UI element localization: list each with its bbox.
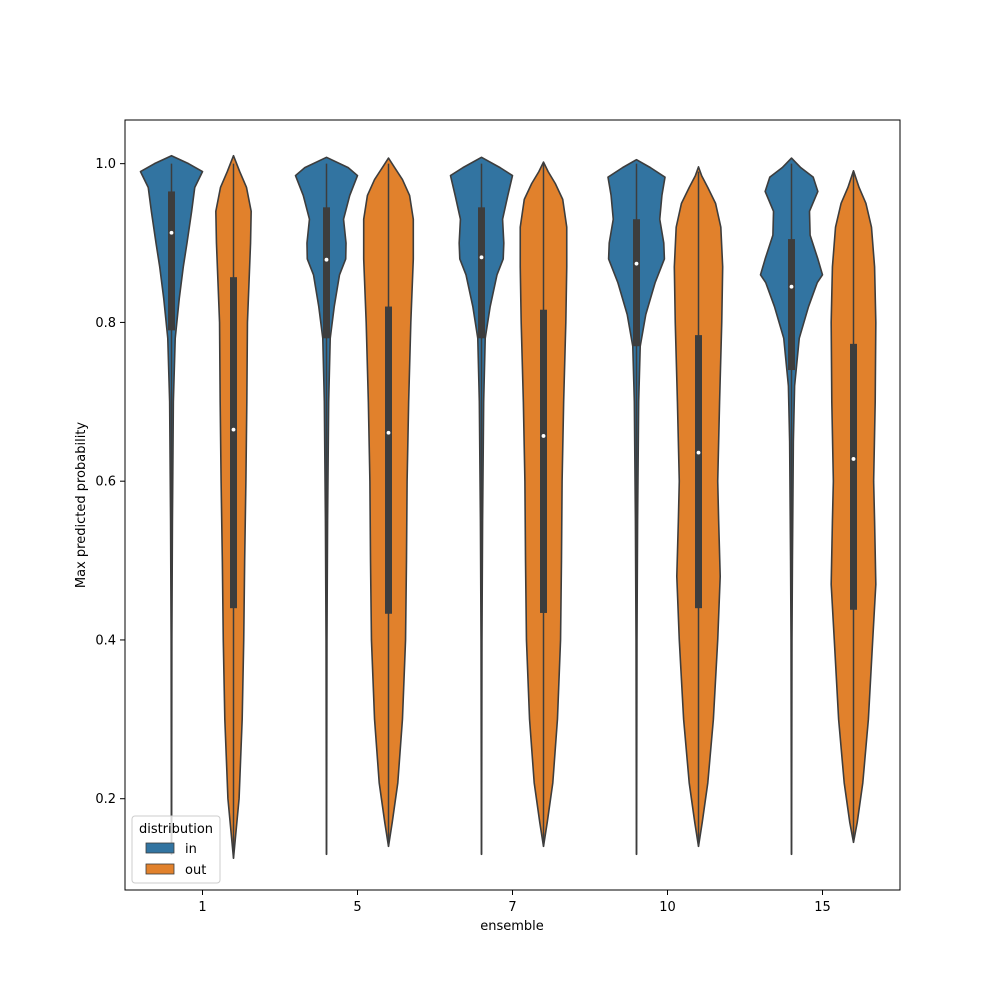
- violin-median: [789, 284, 794, 289]
- y-axis-label: Max predicted probability: [74, 422, 89, 588]
- violin-in-5: [294, 156, 359, 856]
- violin-iqr-box: [478, 207, 485, 339]
- x-tick-label: 10: [659, 900, 676, 915]
- violin-median: [324, 257, 329, 262]
- legend-label-in: in: [185, 842, 197, 857]
- violin-out-7: [519, 161, 568, 848]
- x-axis-label: ensemble: [480, 919, 544, 934]
- violin-out-5: [362, 157, 415, 848]
- violin-iqr-box: [168, 191, 175, 331]
- violin-iqr-box: [385, 306, 392, 614]
- legend-swatch-out: [145, 863, 175, 875]
- violin-iqr-box: [633, 219, 640, 347]
- violin-in-1: [139, 154, 204, 856]
- x-tick-label: 1: [198, 900, 206, 915]
- x-axis-ticks: 1 5 7 10 15: [198, 890, 831, 915]
- y-tick-label: 1.0: [95, 157, 116, 172]
- y-tick-label: 0.8: [95, 316, 116, 331]
- violin-median: [634, 261, 639, 266]
- violin-in-7: [449, 156, 514, 856]
- violin-median: [851, 457, 856, 461]
- violin-iqr-box: [230, 277, 237, 609]
- violin-median: [386, 430, 391, 435]
- violin-out-1: [215, 154, 252, 860]
- y-tick-label: 0.4: [95, 633, 116, 648]
- violin-iqr-box: [850, 343, 857, 610]
- violin-iqr-box: [540, 309, 547, 613]
- violin-median: [231, 427, 236, 432]
- violin-median: [541, 434, 546, 438]
- x-tick-label: 7: [508, 900, 516, 915]
- y-tick-label: 0.6: [95, 475, 116, 490]
- y-tick-label: 0.2: [95, 792, 116, 807]
- legend-swatch-in: [145, 842, 175, 854]
- violin-median: [169, 230, 174, 235]
- x-tick-label: 15: [814, 900, 831, 915]
- violin-median: [696, 450, 701, 455]
- x-tick-label: 5: [353, 900, 361, 915]
- violin-in-15: [759, 157, 824, 856]
- violin-iqr-box: [788, 239, 795, 371]
- legend-label-out: out: [185, 863, 206, 878]
- violin-iqr-box: [695, 335, 702, 609]
- violins: [139, 154, 877, 860]
- violin-iqr-box: [323, 207, 330, 339]
- violin-out-10: [673, 166, 724, 848]
- violin-out-15: [830, 170, 877, 844]
- y-axis-ticks: 0.2 0.4 0.6 0.8 1.0: [95, 157, 125, 807]
- violin-median: [479, 255, 484, 260]
- legend-title: distribution: [139, 822, 213, 837]
- violin-in-10: [607, 158, 666, 856]
- legend: distribution in out: [131, 815, 221, 884]
